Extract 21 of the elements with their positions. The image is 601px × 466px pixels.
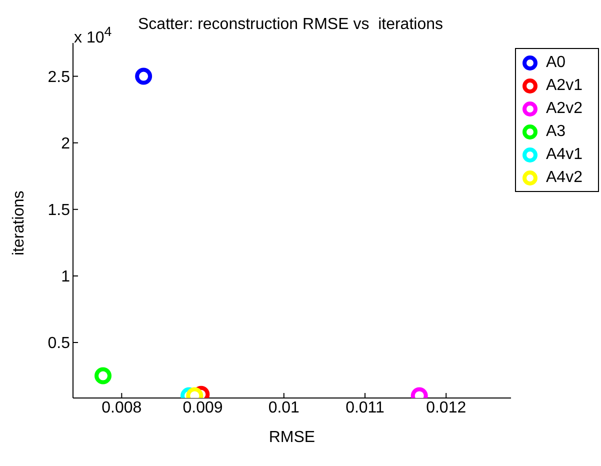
x-tick-label: 0.012 (426, 399, 466, 416)
legend-label: A4v1 (546, 146, 582, 164)
y-tick-label: 1 (61, 268, 70, 286)
legend-label: A0 (546, 54, 566, 72)
x-tick-label: 0.011 (346, 399, 385, 416)
legend-label: A2v2 (546, 100, 582, 118)
x-axis-title: RMSE (268, 429, 316, 446)
y-tick-label: 2 (61, 136, 70, 153)
legend-label: A3 (546, 122, 566, 140)
y-tick-label: 1.5 (48, 202, 70, 220)
legend-label: A4v2 (546, 168, 582, 186)
annotation: x 10$^{4}$ (74, 24, 112, 48)
legend-label: A2v1 (546, 76, 582, 94)
y-axis-title: iterations (10, 190, 28, 256)
x-tick-label: 0.009 (182, 399, 223, 416)
x-tick-label: 0.008 (102, 399, 142, 416)
chart-title: Scatter: reconstruction RMSE vs iterations (138, 16, 443, 34)
x-tick-label: 0.01 (268, 399, 300, 416)
y-tick-label: 2.5 (48, 68, 70, 86)
y-tick-label: 0.5 (48, 335, 70, 352)
point (135, 68, 152, 85)
